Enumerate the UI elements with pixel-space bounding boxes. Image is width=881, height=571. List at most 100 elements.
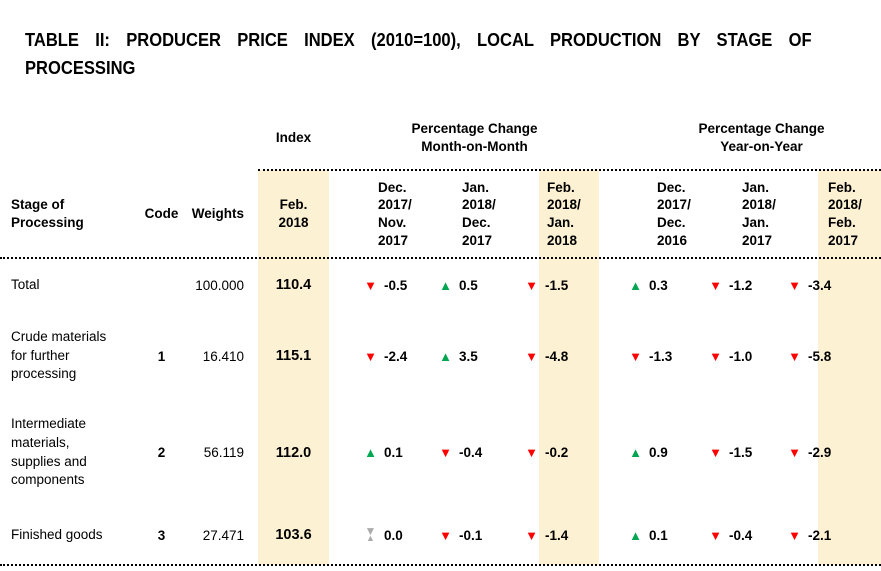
change-value: -5.8 — [808, 348, 832, 364]
down-triangle-icon: ▼ — [629, 348, 642, 364]
table-row-intermediate-materials: Intermediate materials, supplies and com… — [0, 400, 881, 505]
down-triangle-icon: ▼ — [364, 277, 377, 293]
change-cell: ▼ -1.2 — [705, 258, 785, 312]
change-value: -0.4 — [729, 527, 753, 543]
code-cell — [143, 258, 180, 312]
highlight-column-index-feb2018 — [258, 170, 329, 565]
down-triangle-icon: ▼ — [364, 348, 377, 364]
change-value: -1.5 — [545, 277, 569, 293]
change-cell: ▼ -1.5 — [705, 400, 785, 505]
change-value: 0.1 — [384, 445, 403, 460]
weights-cell: 16.410 — [202, 348, 244, 364]
mom-period-header-2: Jan. 2018/ Dec. 2017 — [462, 179, 496, 248]
yoy-period-header-3: Feb. 2018/ Feb. 2017 — [828, 179, 862, 248]
change-cell: ▼ -2.4 — [329, 312, 429, 400]
table-bottom-border — [0, 564, 881, 566]
down-triangle-icon: ▼ — [788, 348, 801, 364]
table-row-finished-goods: Finished goods 3 27.471 103.6 ▼ ▲ 0.0 ▼ -0.… — [0, 505, 881, 565]
change-value: -2.1 — [808, 527, 832, 543]
table-row-total: Total 100.000 110.4 ▼ -0.5 ▲ 0.5 ▼ -1.5 ▲ 0.… — [0, 258, 881, 312]
index-group-header: Index — [275, 130, 312, 146]
change-value: 0.0 — [384, 527, 403, 543]
yoy-group-header-line2: Year-on-Year — [720, 139, 803, 154]
down-triangle-icon: ▼ — [788, 445, 801, 460]
change-value: -2.9 — [808, 445, 832, 460]
mom-group-header-line1: Percentage Change — [411, 121, 538, 137]
highlight-column-mom-feb2018 — [539, 170, 599, 565]
stage-cell: Total — [11, 276, 40, 292]
ppi-table: Index Percentage Change Month-on-Month P… — [0, 106, 881, 571]
spacer-cell — [246, 400, 258, 505]
mom-group-header: Percentage Change Month-on-Month — [329, 106, 600, 170]
change-value: 0.1 — [649, 527, 668, 543]
change-value: 0.5 — [459, 277, 478, 293]
change-value: -1.0 — [729, 348, 753, 364]
change-cell: ▲ 0.9 — [600, 400, 705, 505]
change-cell: ▼ -0.4 — [429, 400, 524, 505]
change-cell: ▼ -1.4 — [524, 505, 600, 565]
down-triangle-icon: ▼ — [788, 277, 801, 293]
down-triangle-icon: ▼ — [439, 527, 452, 543]
no-change-icon: ▼ ▲ — [364, 524, 377, 543]
mom-group-header-line2: Month-on-Month — [421, 139, 528, 154]
change-value: -1.5 — [729, 445, 753, 460]
down-triangle-icon: ▼ — [525, 527, 538, 543]
yoy-period-header-2: Jan. 2018/ Jan. 2017 — [742, 179, 776, 248]
weights-cell: 100.000 — [195, 277, 244, 293]
change-cell: ▼ -0.2 — [524, 400, 600, 505]
change-cell: ▼ -4.8 — [524, 312, 600, 400]
up-triangle-icon: ▲ — [629, 527, 642, 543]
mom-period-header-1: Dec. 2017/ Nov. 2017 — [378, 179, 412, 248]
column-header-row: Stage of Processing Code Weights Feb. 20… — [0, 170, 881, 258]
change-cell: ▼ -0.4 — [705, 505, 785, 565]
highlight-column-yoy-feb2018 — [818, 170, 881, 565]
down-triangle-icon: ▼ — [525, 277, 538, 293]
down-triangle-icon: ▼ — [709, 277, 722, 293]
index-cell: 103.6 — [275, 527, 312, 543]
change-value: -0.1 — [459, 527, 483, 543]
up-triangle-icon: ▲ — [629, 445, 642, 460]
down-triangle-icon: ▼ — [709, 527, 722, 543]
change-cell: ▲ 0.5 — [429, 258, 524, 312]
page-title: TABLE II: PRODUCER PRICE INDEX (2010=100… — [25, 26, 812, 82]
stage-column-header: Stage of Processing — [11, 197, 84, 230]
down-triangle-icon: ▼ — [439, 445, 452, 460]
change-value: -1.2 — [729, 277, 753, 293]
change-value: -0.2 — [545, 445, 569, 460]
yoy-group-header: Percentage Change Year-on-Year — [600, 106, 881, 170]
table-row-crude-materials: Crude materials for further processing 1… — [0, 312, 881, 400]
down-triangle-icon: ▼ — [788, 527, 801, 543]
change-value: -2.4 — [384, 348, 408, 364]
weights-column-header: Weights — [191, 206, 244, 222]
weights-cell: 56.119 — [203, 445, 244, 460]
title-line-1: TABLE II: PRODUCER PRICE INDEX (2010=100… — [25, 30, 812, 50]
change-value: -1.4 — [545, 527, 569, 543]
change-value: -0.4 — [459, 445, 483, 460]
index-cell: 115.1 — [275, 348, 312, 364]
change-value: -4.8 — [545, 348, 569, 364]
change-value: -1.3 — [649, 348, 673, 364]
spacer-cell — [0, 106, 258, 170]
change-cell: ▲ 0.1 — [329, 400, 429, 505]
up-triangle-icon: ▲ — [439, 277, 452, 293]
code-column-header: Code — [144, 206, 179, 222]
up-triangle-icon: ▲ — [364, 445, 377, 460]
spacer-cell — [246, 505, 258, 565]
change-cell: ▼ -3.4 — [785, 258, 881, 312]
mom-period-header-3: Feb. 2018/ Jan. 2018 — [547, 179, 581, 248]
index-cell: 110.4 — [275, 277, 312, 293]
code-cell: 3 — [157, 527, 166, 543]
yoy-period-header-1: Dec. 2017/ Dec. 2016 — [657, 179, 691, 248]
change-cell: ▼ -5.8 — [785, 312, 881, 400]
change-cell: ▼ -1.5 — [524, 258, 600, 312]
change-cell: ▼ ▲ 0.0 — [329, 505, 429, 565]
change-cell: ▼ -2.1 — [785, 505, 881, 565]
code-cell: 2 — [157, 445, 166, 460]
ppi-data-grid: Index Percentage Change Month-on-Month P… — [0, 106, 881, 565]
yoy-group-header-line1: Percentage Change — [698, 121, 825, 137]
change-cell: ▲ 0.3 — [600, 258, 705, 312]
stage-cell: Crude materials for further processing — [11, 329, 107, 382]
down-triangle-icon: ▼ — [709, 348, 722, 364]
spacer-cell — [246, 312, 258, 400]
